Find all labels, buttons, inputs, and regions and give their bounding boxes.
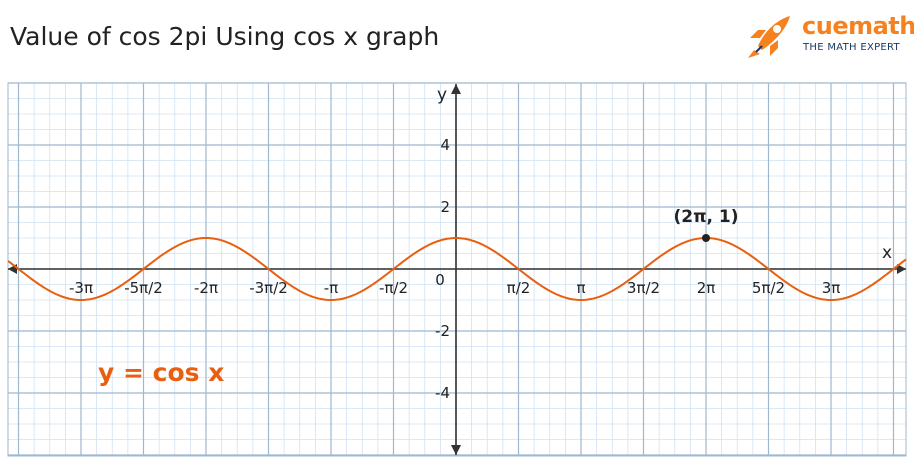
x-tick-label: -5π/2	[124, 279, 163, 297]
highlight-point-label: (2π, 1)	[673, 207, 738, 227]
y-axis-label: y	[437, 85, 447, 105]
y-axis-arrow-top	[451, 84, 461, 94]
highlight-point	[702, 234, 710, 242]
x-tick-label: 5π/2	[752, 279, 785, 297]
brand-tagline: THE MATH EXPERT	[803, 42, 900, 53]
y-axis-arrow-bottom	[451, 445, 461, 455]
axes	[8, 84, 906, 455]
brand-name: cuemath	[802, 12, 914, 40]
x-tick-label: -π	[324, 279, 338, 297]
x-tick-label: -3π	[69, 279, 93, 297]
x-tick-label: π/2	[507, 279, 531, 297]
y-tick-labels: 4 2 -2 -4	[435, 136, 450, 402]
brand-logo[interactable]: cuemath THE MATH EXPERT	[744, 8, 914, 60]
y-tick-label: 2	[440, 198, 450, 216]
rocket-icon	[748, 16, 790, 58]
x-tick-label: -π/2	[379, 279, 408, 297]
page-title: Value of cos 2pi Using cos x graph	[10, 22, 440, 51]
x-tick-label: -3π/2	[249, 279, 288, 297]
x-tick-labels: -3π -5π/2 -2π -3π/2 -π -π/2 π/2 π 3π/2 2π 5π/2 3π	[69, 279, 840, 297]
x-tick-label: 3π/2	[627, 279, 660, 297]
equation-label: y = cos x	[98, 358, 224, 387]
x-tick-label: π	[576, 279, 585, 297]
origin-label: 0	[435, 271, 445, 289]
x-tick-label: 2π	[697, 279, 716, 297]
cos-curve	[7, 236, 907, 301]
x-tick-label: -2π	[194, 279, 218, 297]
y-tick-label: -4	[435, 384, 450, 402]
x-axis-label: x	[882, 243, 892, 263]
y-tick-label: -2	[435, 322, 450, 340]
x-tick-label: 3π	[822, 279, 841, 297]
x-axis-arrow-right	[897, 264, 906, 274]
y-tick-label: 4	[440, 136, 450, 154]
